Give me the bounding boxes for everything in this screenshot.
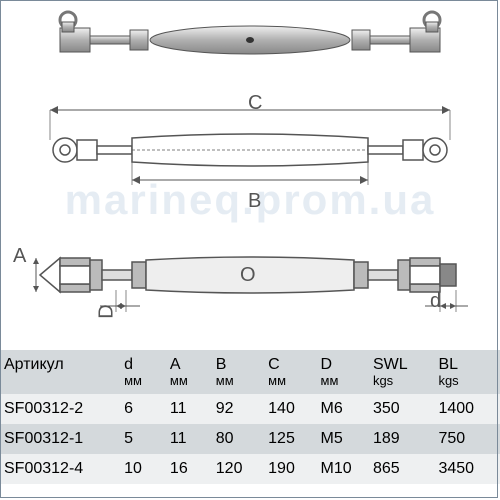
table-row: SF00312-2 6 11 92 140 M6 350 1400 [0,394,500,424]
dim-c: C [248,92,262,115]
dim-o: O [240,264,256,287]
table-header-row: Артикул dмм Aмм Bмм Cмм Dмм SWLkgs BLkgs [0,350,500,394]
col-C: Cмм [264,350,316,394]
table-row: SF00312-4 10 16 120 190 M10 865 3450 [0,454,500,484]
turnbuckle-photo [40,10,460,70]
spec-table-area: Артикул dмм Aмм Bмм Cмм Dмм SWLkgs BLkgs… [0,350,500,484]
dim-d: d [430,290,441,313]
col-B: Bмм [212,350,264,394]
col-swl: SWLkgs [369,350,435,394]
col-D: Dмм [317,350,369,394]
diagram-area: marineq.prom.ua [0,0,500,350]
col-d: dмм [120,350,166,394]
dim-b: B [248,190,261,213]
table-row: SF00312-1 5 11 80 125 M5 189 750 [0,424,500,454]
dim-D: D [96,304,119,318]
dim-a: A [13,245,26,268]
col-A: Aмм [166,350,212,394]
col-bl: BLkgs [434,350,500,394]
col-article: Артикул [0,350,120,394]
spec-table: Артикул dмм Aмм Bмм Cмм Dмм SWLkgs BLkgs… [0,350,500,484]
